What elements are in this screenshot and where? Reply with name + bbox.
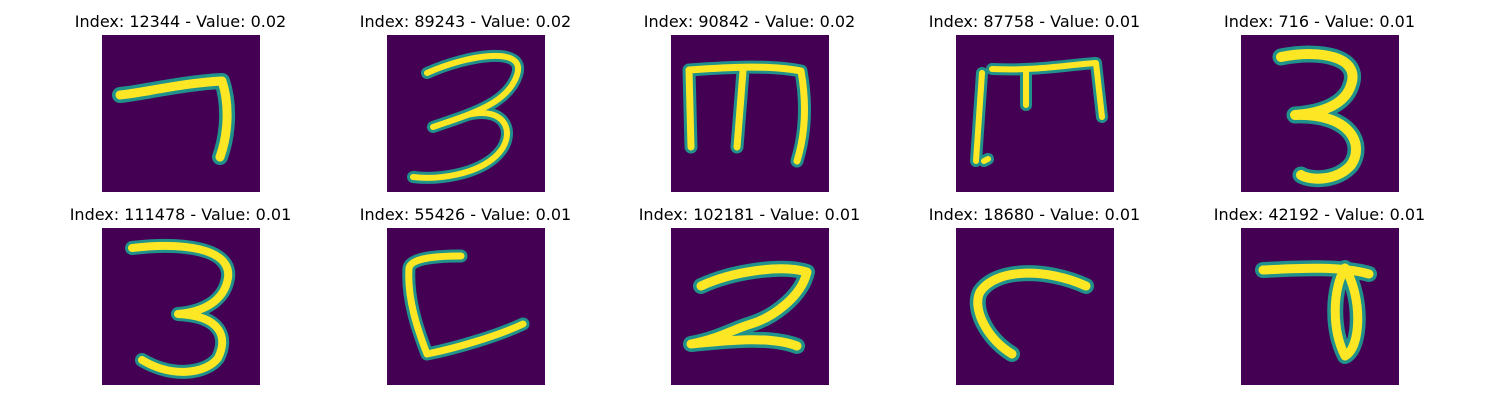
digit-image — [671, 35, 829, 192]
panel-title: Index: 111478 - Value: 0.01 — [69, 205, 292, 224]
panel-2: Index: 89243 - Value: 0.02 — [323, 0, 608, 192]
digit-image — [387, 35, 545, 192]
digit-image — [956, 228, 1114, 385]
digit-image — [1241, 35, 1399, 192]
digit-image — [956, 35, 1114, 192]
digit-image — [1241, 228, 1399, 385]
panel-8: Index: 102181 - Value: 0.01 — [607, 193, 892, 385]
panel-9: Index: 18680 - Value: 0.01 — [892, 193, 1177, 385]
panel-title: Index: 89243 - Value: 0.02 — [359, 12, 572, 31]
panel-title: Index: 42192 - Value: 0.01 — [1213, 205, 1426, 224]
panel-4: Index: 87758 - Value: 0.01 — [892, 0, 1177, 192]
panel-title: Index: 90842 - Value: 0.02 — [643, 12, 856, 31]
panel-title: Index: 55426 - Value: 0.01 — [359, 205, 572, 224]
digit-image — [102, 35, 260, 192]
panel-3: Index: 90842 - Value: 0.02 — [607, 0, 892, 192]
digit-image — [387, 228, 545, 385]
panel-7: Index: 55426 - Value: 0.01 — [323, 193, 608, 385]
panel-title: Index: 716 - Value: 0.01 — [1223, 12, 1416, 31]
panel-6: Index: 111478 - Value: 0.01 — [38, 193, 323, 385]
panel-1: Index: 12344 - Value: 0.02 — [38, 0, 323, 192]
digit-image — [102, 228, 260, 385]
panel-title: Index: 102181 - Value: 0.01 — [638, 205, 861, 224]
panel-title: Index: 18680 - Value: 0.01 — [928, 205, 1141, 224]
panel-5: Index: 716 - Value: 0.01 — [1177, 0, 1462, 192]
panel-title: Index: 87758 - Value: 0.01 — [928, 12, 1141, 31]
panel-10: Index: 42192 - Value: 0.01 — [1177, 193, 1462, 385]
digit-image — [671, 228, 829, 385]
panel-title: Index: 12344 - Value: 0.02 — [74, 12, 287, 31]
